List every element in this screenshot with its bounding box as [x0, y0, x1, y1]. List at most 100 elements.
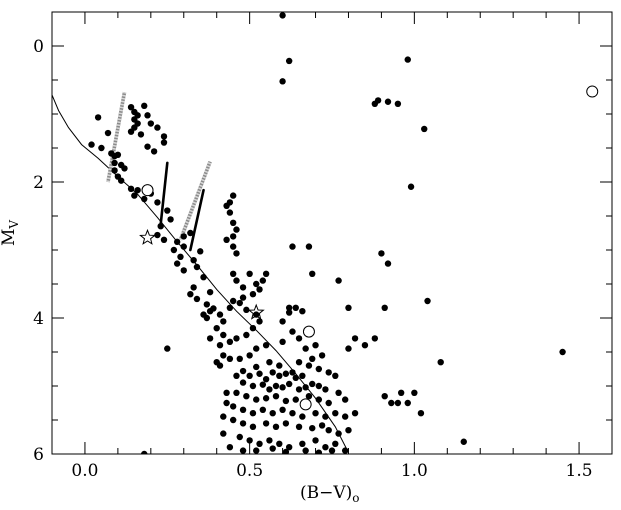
star-point — [305, 393, 313, 400]
star-point — [559, 348, 566, 356]
star-point — [262, 376, 270, 383]
x-axis-label: (B−V)o — [300, 483, 360, 505]
star-point — [269, 410, 276, 417]
star-point — [127, 128, 135, 135]
y-tick-label: 4 — [33, 309, 44, 329]
star-point — [229, 233, 237, 240]
star-point — [299, 308, 306, 315]
star-point — [200, 274, 207, 281]
star-point — [246, 352, 253, 359]
star-point — [236, 433, 243, 441]
star-point — [167, 216, 174, 223]
star-point — [309, 270, 316, 277]
star-point — [226, 304, 234, 311]
star-point — [384, 98, 392, 105]
star-point — [361, 342, 369, 349]
star-point — [226, 444, 234, 451]
star-point — [160, 236, 168, 243]
star-point — [229, 297, 237, 305]
star-point — [289, 410, 296, 417]
star-point — [285, 309, 293, 316]
star-point — [226, 338, 234, 345]
star-point — [239, 406, 247, 413]
star-point — [206, 335, 214, 342]
star-point — [295, 386, 303, 393]
x-tick-label: 0.0 — [71, 461, 98, 481]
star-point — [332, 372, 339, 379]
star-point — [229, 243, 237, 250]
star-point — [239, 447, 247, 454]
star-point — [233, 335, 240, 342]
star-point — [404, 56, 411, 63]
star-point — [299, 372, 306, 379]
ticks-group — [51, 11, 613, 455]
x-tick-label: 0.5 — [236, 461, 263, 481]
star-point — [236, 355, 243, 362]
x-axis-label-sub: o — [352, 491, 359, 505]
star-point — [266, 437, 273, 444]
star-point — [312, 410, 319, 417]
star-point — [305, 362, 313, 369]
star-point — [223, 236, 230, 243]
star-point — [256, 318, 263, 325]
star-point — [220, 430, 227, 437]
star-point — [279, 78, 286, 85]
star-point — [173, 260, 181, 267]
y-axis-label-sub: V — [7, 220, 21, 230]
star-point — [229, 416, 237, 424]
hatched-track-pattern — [178, 160, 212, 241]
star-point — [325, 427, 332, 434]
star-point — [272, 423, 280, 430]
star-point — [180, 243, 187, 250]
star-point — [229, 192, 237, 199]
star-point — [262, 270, 270, 277]
star-point — [229, 219, 237, 226]
star-point — [203, 301, 211, 308]
star-point — [114, 151, 122, 158]
star-point — [239, 367, 247, 375]
star-point — [229, 403, 237, 410]
star-point — [404, 399, 411, 407]
star-point — [328, 447, 336, 454]
star-point — [253, 280, 260, 288]
star-point — [141, 195, 148, 203]
star-point — [197, 248, 204, 255]
x-tick-label: 1.5 — [566, 461, 593, 481]
star-point — [341, 396, 349, 403]
star-point — [289, 369, 296, 376]
star-point — [249, 423, 257, 430]
star-point — [285, 380, 293, 388]
star-point — [371, 335, 379, 342]
star-point — [233, 226, 240, 233]
star-point — [424, 297, 431, 305]
star-point — [411, 389, 418, 396]
star-point — [226, 199, 234, 206]
star-point — [285, 304, 293, 311]
star-point — [335, 277, 342, 284]
star-point — [216, 311, 224, 318]
plot-frame — [51, 11, 613, 455]
star-point — [88, 141, 95, 148]
y-axis-label: MV — [0, 220, 21, 246]
star-point — [325, 399, 332, 407]
star-point — [322, 386, 329, 393]
star-point — [243, 331, 250, 339]
star-point — [117, 177, 125, 184]
star-point — [285, 444, 293, 451]
star-point — [312, 437, 319, 444]
y-axis-label-main: M — [0, 229, 19, 246]
star-point — [253, 447, 260, 454]
star-point — [164, 207, 171, 214]
star-point — [341, 413, 349, 420]
star-marker — [139, 228, 157, 245]
star-point — [243, 393, 250, 400]
star-point — [226, 209, 234, 216]
star-point — [315, 365, 323, 373]
black-track-segment — [159, 161, 169, 226]
star-point — [220, 318, 227, 325]
star-point — [253, 396, 260, 403]
star-point — [279, 12, 286, 19]
open-circle-point — [299, 398, 312, 411]
star-point — [282, 397, 290, 405]
